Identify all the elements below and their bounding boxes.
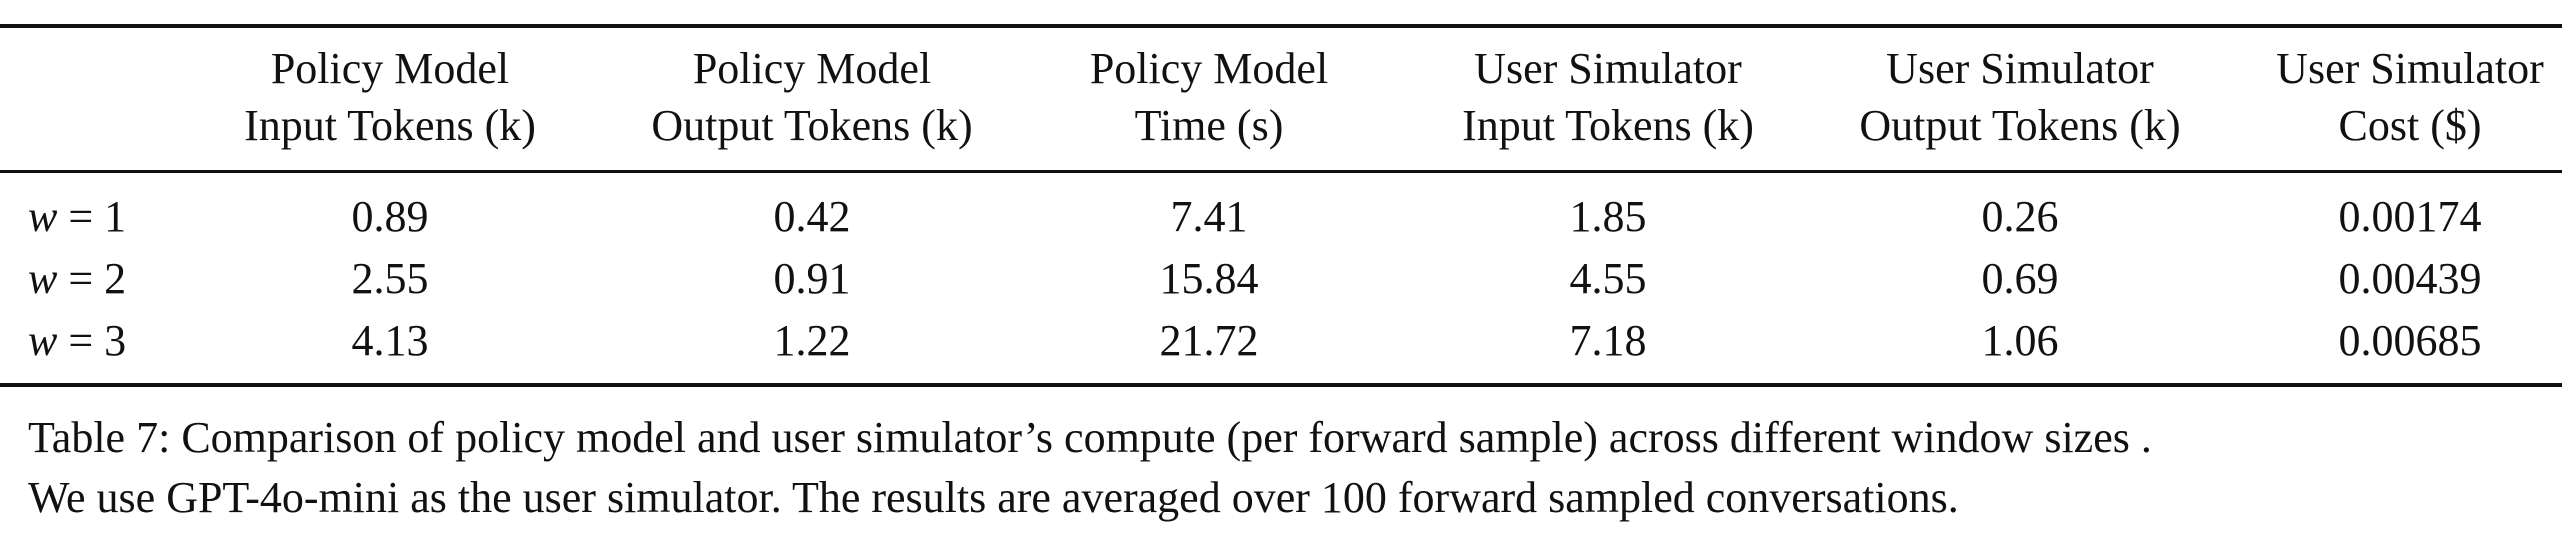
- row-label: w = 3: [28, 316, 126, 366]
- window-variable: w: [28, 254, 58, 303]
- header-line-2: Output Tokens (k): [651, 101, 973, 150]
- table-cell: 0.91: [773, 254, 851, 303]
- table-cell: 7.18: [1569, 316, 1647, 365]
- table-cell: 4.13: [351, 316, 429, 365]
- header-line-2: Time (s): [1134, 101, 1284, 150]
- table-cell: 0.42: [773, 192, 851, 241]
- row-label: w = 2: [28, 254, 126, 304]
- table-cell: 0.69: [1981, 254, 2059, 303]
- header-line-1: User Simulator: [1886, 44, 2154, 93]
- column-header: User Simulator Cost ($): [2276, 40, 2544, 154]
- row-label: w = 1: [28, 192, 126, 242]
- column-header: User Simulator Output Tokens (k): [1859, 40, 2180, 154]
- table-cell: 1.06: [1981, 316, 2059, 365]
- table-header-rule: [0, 170, 2562, 173]
- column-header: Policy Model Time (s): [1090, 40, 1328, 154]
- table-cell: 4.55: [1569, 254, 1647, 303]
- header-line-1: Policy Model: [692, 44, 932, 93]
- column-header: User Simulator Input Tokens (k): [1462, 40, 1754, 154]
- header-line-1: Policy Model: [270, 44, 510, 93]
- table-cell: 15.84: [1159, 254, 1259, 303]
- caption-line-1: Table 7: Comparison of policy model and …: [28, 413, 2152, 462]
- table-bottom-rule: [0, 383, 2562, 387]
- column-header: Policy Model Output Tokens (k): [651, 40, 972, 154]
- header-line-2: Output Tokens (k): [1859, 101, 2181, 150]
- header-line-2: Input Tokens (k): [244, 101, 536, 150]
- table-cell: 0.26: [1981, 192, 2059, 241]
- table-cell: 1.22: [773, 316, 851, 365]
- table-cell: 0.00174: [2338, 192, 2482, 241]
- table-cell: 21.72: [1159, 316, 1259, 365]
- header-line-1: User Simulator: [1474, 44, 1742, 93]
- window-value: = 3: [57, 316, 127, 365]
- table-top-rule: [0, 24, 2562, 28]
- table-cell: 0.00439: [2338, 254, 2482, 303]
- header-line-1: User Simulator: [2276, 44, 2544, 93]
- header-line-2: Cost ($): [2338, 101, 2482, 150]
- window-value: = 2: [57, 254, 127, 303]
- table-caption: Table 7: Comparison of policy model and …: [28, 408, 2538, 528]
- column-header: Policy Model Input Tokens (k): [244, 40, 536, 154]
- table-cell: 0.89: [351, 192, 429, 241]
- table-cell: 2.55: [351, 254, 429, 303]
- window-variable: w: [28, 192, 58, 241]
- header-line-1: Policy Model: [1089, 44, 1329, 93]
- window-variable: w: [28, 316, 58, 365]
- table-cell: 7.41: [1170, 192, 1248, 241]
- header-line-2: Input Tokens (k): [1462, 101, 1754, 150]
- table-cell: 0.00685: [2338, 316, 2482, 365]
- window-value: = 1: [57, 192, 127, 241]
- table-cell: 1.85: [1569, 192, 1647, 241]
- caption-line-2: We use GPT-4o-mini as the user simulator…: [28, 473, 1959, 522]
